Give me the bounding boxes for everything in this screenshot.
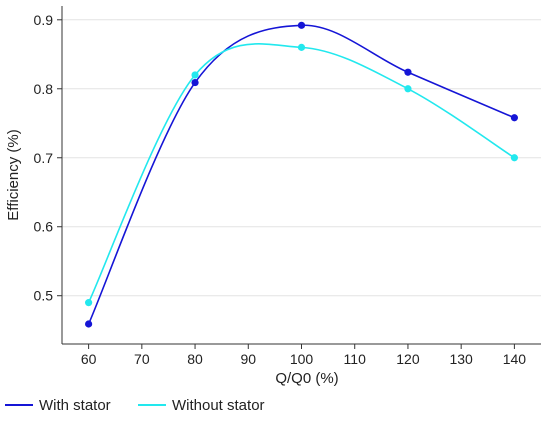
series-line xyxy=(87,24,515,325)
y-tick-label: 0.7 xyxy=(34,150,54,166)
y-tick-label: 0.9 xyxy=(34,12,54,28)
x-tick-label: 140 xyxy=(503,351,527,367)
x-tick-label: 130 xyxy=(449,351,473,367)
y-ticks: 0.5 0.6 0.7 0.8 0.9 xyxy=(34,12,62,304)
grid-lines xyxy=(62,19,541,297)
series-group xyxy=(85,21,518,328)
y-tick-label: 0.5 xyxy=(34,288,54,304)
data-point xyxy=(510,154,518,162)
y-tick-label: 0.8 xyxy=(34,81,54,97)
x-tick-label: 70 xyxy=(134,351,150,367)
legend-label: Without stator xyxy=(172,397,265,414)
data-point xyxy=(85,299,93,307)
x-tick-label: 110 xyxy=(344,351,367,367)
data-point xyxy=(297,21,306,29)
data-point xyxy=(191,71,199,79)
x-tick-label: 90 xyxy=(240,351,256,367)
x-tick-label: 120 xyxy=(396,351,420,367)
x-axis-title: Q/Q0 (%) xyxy=(275,370,338,387)
x-tick-label: 100 xyxy=(290,351,314,367)
x-ticks: 60 70 80 90 100 110 120 130 140 xyxy=(81,344,526,367)
y-axis-title: Efficiency (%) xyxy=(5,129,22,220)
data-point xyxy=(404,68,412,76)
data-point xyxy=(191,78,199,87)
x-tick-label: 60 xyxy=(81,351,97,367)
data-point xyxy=(510,114,518,122)
axes xyxy=(61,6,541,345)
x-tick-label: 80 xyxy=(187,351,203,367)
data-point xyxy=(85,320,93,328)
data-point xyxy=(297,43,306,51)
legend: With stator Without stator xyxy=(5,397,265,414)
legend-label: With stator xyxy=(39,397,111,414)
series-line xyxy=(87,43,515,303)
y-tick-label: 0.6 xyxy=(34,219,54,235)
data-point xyxy=(404,85,412,93)
